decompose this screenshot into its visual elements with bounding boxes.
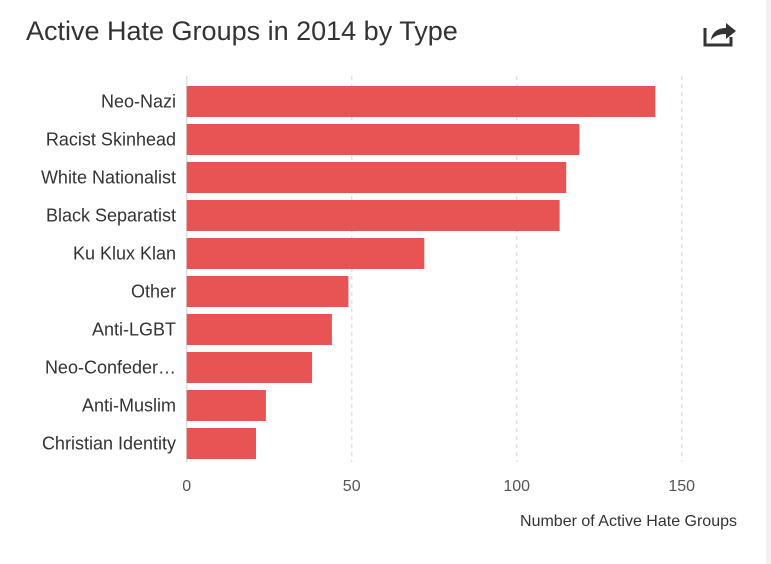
category-label: Black Separatist <box>46 206 176 226</box>
category-label: Christian Identity <box>42 434 176 454</box>
bar <box>186 86 656 117</box>
bar <box>186 352 313 383</box>
x-axis-title: Number of Active Hate Groups <box>520 513 737 530</box>
category-label: Ku Klux Klan <box>73 244 176 264</box>
bar <box>186 428 256 459</box>
category-label: Neo-Confeder… <box>45 358 176 378</box>
bar <box>186 124 580 155</box>
bar <box>186 238 425 269</box>
bar <box>186 390 266 421</box>
bar <box>186 162 567 193</box>
category-label: Anti-LGBT <box>92 320 176 340</box>
share-button[interactable] <box>702 18 738 48</box>
category-label: Other <box>131 282 176 302</box>
x-tick-label: 50 <box>343 478 361 495</box>
x-tick-label: 100 <box>503 478 530 495</box>
category-label: Anti-Muslim <box>82 396 176 416</box>
category-label: Racist Skinhead <box>46 130 176 150</box>
bar <box>186 276 349 307</box>
bar <box>186 200 560 231</box>
scrollbar-edge <box>766 0 771 564</box>
x-tick-label: 150 <box>668 478 695 495</box>
chart-title: Active Hate Groups in 2014 by Type <box>26 16 458 46</box>
category-label: White Nationalist <box>41 168 176 188</box>
category-label: Neo-Nazi <box>101 92 176 112</box>
bar <box>186 314 332 345</box>
x-tick-label: 0 <box>182 478 191 495</box>
share-icon <box>703 23 736 47</box>
